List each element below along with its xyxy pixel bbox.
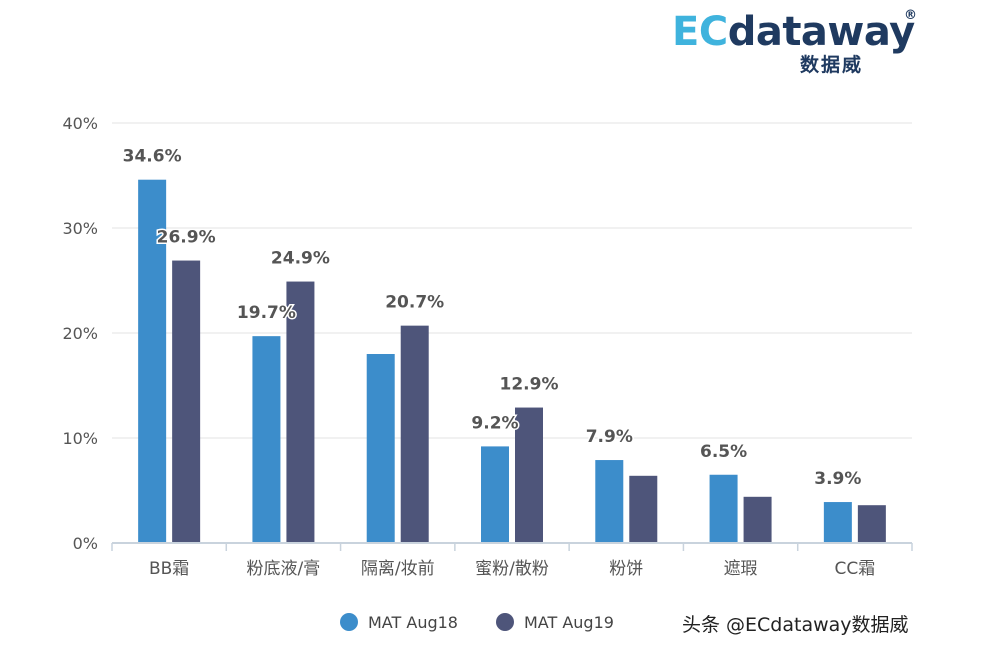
y-tick-label: 20% <box>62 324 98 343</box>
x-axis-ticks: BB霜 粉底液/膏 隔离/妆前 蜜粉/散粉 粉饼 遮瑕 CC霜 <box>149 558 875 579</box>
legend-label-series-1: MAT Aug18 <box>368 612 458 632</box>
data-label: 12.9% <box>500 375 559 395</box>
x-tick-label: 粉饼 <box>609 559 643 579</box>
y-tick-label: 40% <box>62 114 98 133</box>
gridlines <box>112 122 912 439</box>
legend: MAT Aug18 MAT Aug19 <box>340 610 652 634</box>
bar <box>743 496 772 543</box>
logo-dataway: dataway <box>727 9 916 55</box>
x-tick-label: BB霜 <box>149 559 189 579</box>
x-tick-label: CC霜 <box>834 559 875 579</box>
bar <box>286 281 315 543</box>
bar <box>823 502 852 543</box>
bars <box>138 179 886 543</box>
bar <box>709 474 738 543</box>
x-axis <box>111 542 913 551</box>
data-labels: 34.6% 19.7% 9.2% 7.9% 6.5% 3.9% 26.9% 24.9% 20.7… <box>121 145 863 490</box>
data-label: 7.9% <box>586 427 633 447</box>
legend-item-series-1[interactable]: MAT Aug18 <box>340 613 458 632</box>
data-label: 6.5% <box>700 442 747 462</box>
bar <box>252 336 281 543</box>
legend-swatch-series-2 <box>495 613 514 631</box>
y-tick-label: 0% <box>73 534 98 553</box>
legend-swatch-series-1 <box>340 613 358 631</box>
data-label: 9.2% <box>471 413 518 433</box>
data-label: 20.7% <box>385 293 444 313</box>
legend-label-series-2: MAT Aug19 <box>523 612 614 632</box>
data-label: 26.9% <box>157 228 216 248</box>
y-axis-ticks: 0% 10% 20% 30% 40% <box>62 114 98 553</box>
logo-ec: EC <box>672 9 728 55</box>
y-tick-label: 30% <box>62 219 98 238</box>
x-tick-label: 蜜粉/散粉 <box>475 559 549 579</box>
bar <box>481 446 509 543</box>
bar-chart: 0% 10% 20% 30% 40% BB霜 粉底液/膏 隔离/妆前 蜜粉/散粉 粉饼 遮瑕 CC霜… <box>62 114 913 579</box>
bar <box>138 179 167 543</box>
data-label: 34.6% <box>123 147 182 167</box>
bar <box>172 260 201 543</box>
bar <box>595 460 624 543</box>
x-tick-label: 隔离/妆前 <box>361 559 435 579</box>
x-tick-label: 遮瑕 <box>724 559 758 579</box>
bar <box>400 325 429 543</box>
logo-registered-mark: ® <box>904 8 917 23</box>
y-tick-label: 10% <box>62 429 98 448</box>
legend-item-series-2[interactable]: MAT Aug19 <box>495 612 614 632</box>
logo-wordmark: ECdataway <box>672 8 915 56</box>
logo-subtitle: 数据威 <box>800 54 864 76</box>
bar <box>515 407 543 543</box>
watermark-text: 头条 @ECdataway数据威 <box>682 614 909 636</box>
bar <box>366 354 395 543</box>
data-label: 3.9% <box>814 469 861 489</box>
bar <box>629 475 658 543</box>
ecdataway-logo: ECdataway ® 数据威 <box>672 8 922 76</box>
data-label: 24.9% <box>271 249 330 269</box>
bar <box>857 505 886 543</box>
x-tick-label: 粉底液/膏 <box>247 558 321 579</box>
data-label: 19.7% <box>237 303 296 323</box>
